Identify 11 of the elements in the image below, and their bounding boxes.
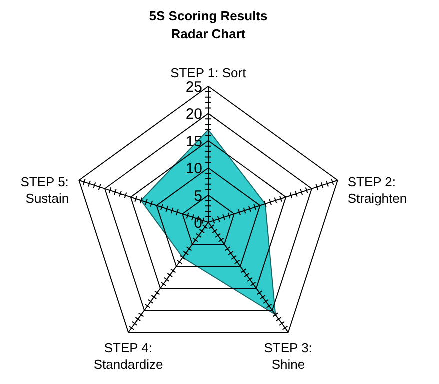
y-tick-label: 10 (186, 160, 203, 178)
spoke-label: STEP 2: Straighten (348, 174, 408, 206)
spoke-label: STEP 4: Standardize (94, 340, 164, 372)
chart-title: 5S Scoring Results (149, 8, 268, 24)
spoke-label: STEP 3: Shine (264, 340, 312, 372)
chart-subtitle: Radar Chart (171, 26, 246, 42)
spoke-label: STEP 1: Sort (170, 66, 247, 80)
y-tick-label: 25 (186, 79, 203, 96)
y-tick-label: 20 (186, 106, 203, 124)
y-tick-label: 5 (194, 188, 202, 205)
spoke-label: STEP 5: Sustain (20, 174, 70, 206)
